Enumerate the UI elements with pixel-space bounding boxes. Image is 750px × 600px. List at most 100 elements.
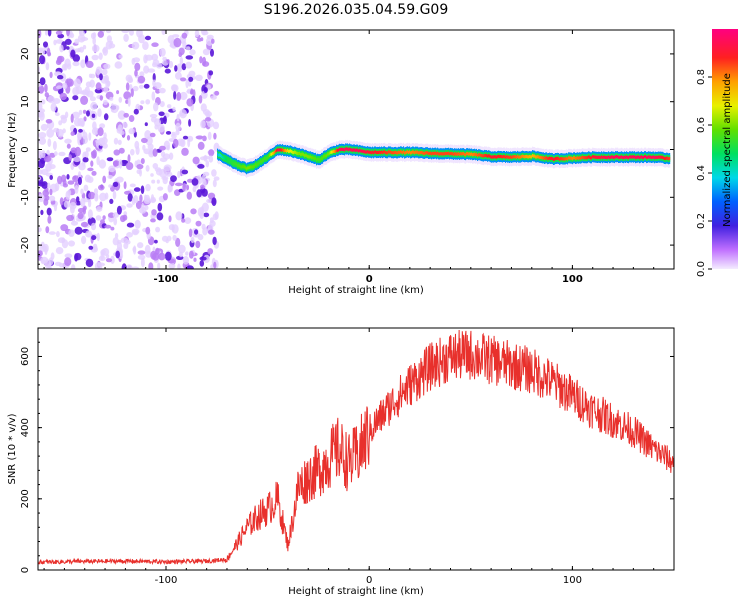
noise-speck — [189, 49, 196, 56]
ridge-band-core — [237, 164, 239, 168]
ridge-band-core — [436, 152, 438, 156]
noise-speck — [80, 37, 89, 41]
ridge-band-core — [302, 152, 304, 156]
noise-speck — [102, 175, 107, 184]
ridge-band-core — [590, 156, 592, 160]
ridge-band-core — [432, 151, 434, 155]
ridge-band-core — [424, 151, 426, 155]
ridge-band-core — [610, 155, 612, 159]
ridge-band-core — [649, 155, 651, 159]
ridge-band-core — [474, 152, 476, 156]
ridge-band-core — [522, 154, 524, 158]
y-tick-label: 400 — [20, 418, 31, 437]
ridge-band-core — [651, 155, 653, 160]
ridge-band-core — [232, 161, 234, 165]
noise-speck — [123, 181, 127, 190]
ridge-band-core — [292, 150, 294, 154]
ridge-band-core — [470, 152, 472, 156]
noise-speck — [132, 230, 139, 236]
ridge-band-core — [241, 165, 243, 169]
ridge-band-core — [426, 151, 428, 155]
noise-speck — [77, 47, 82, 52]
noise-speck — [181, 169, 189, 175]
ridge-band-core — [658, 155, 660, 159]
ridge-band-core — [411, 151, 413, 155]
ridge-band-core — [311, 156, 313, 160]
ridge-band-core — [354, 148, 356, 152]
noise-speck — [157, 186, 164, 191]
ridge-band-core — [324, 154, 326, 158]
ridge-band-core — [288, 149, 290, 153]
ridge-band-core — [243, 165, 245, 169]
ridge-band-core — [569, 156, 571, 160]
ridge-band-core — [640, 155, 642, 159]
noise-speck — [62, 82, 68, 90]
noise-speck — [106, 35, 112, 43]
noise-speck — [57, 75, 64, 80]
ridge-band-core — [276, 149, 278, 153]
ridge-band-core — [525, 155, 527, 159]
ridge-band-core — [652, 155, 654, 159]
ridge-band-core — [317, 157, 319, 161]
ridge-band-core — [621, 155, 623, 159]
noise-speck — [206, 198, 212, 204]
noise-speck — [59, 197, 64, 206]
ridge-band-core — [231, 160, 233, 164]
ridge-band-core — [369, 150, 371, 154]
ridge-band-core — [517, 154, 519, 158]
noise-speck — [56, 55, 63, 64]
ridge-band-core — [603, 155, 605, 159]
noise-speckle-region — [38, 30, 220, 269]
colorbar-gradient — [712, 29, 738, 269]
noise-speck — [40, 259, 46, 265]
noise-speck — [58, 262, 64, 268]
frequency-ridge — [217, 139, 671, 178]
noise-speck — [68, 154, 73, 161]
noise-speck — [193, 257, 197, 262]
noise-speck — [194, 30, 200, 38]
ridge-band-core — [247, 166, 249, 170]
noise-speck — [208, 149, 215, 157]
noise-speck — [82, 207, 87, 215]
noise-speck — [44, 83, 48, 93]
noise-speck — [46, 47, 51, 57]
noise-speck — [163, 115, 167, 125]
ridge-band-core — [446, 152, 448, 156]
ridge-band-core — [412, 150, 414, 154]
noise-speck — [95, 215, 102, 221]
ridge-band-core — [593, 155, 595, 159]
ridge-band-core — [312, 156, 314, 160]
ridge-band-core — [392, 151, 394, 155]
noise-speck — [99, 123, 106, 129]
ridge-band-core — [262, 159, 264, 163]
noise-speck — [113, 217, 118, 226]
ridge-band-core — [499, 155, 501, 159]
noise-speck — [108, 184, 112, 188]
noise-speck — [164, 68, 171, 74]
noise-speck — [200, 37, 204, 42]
ridge-band-core — [504, 154, 506, 159]
ridge-band-core — [533, 154, 535, 158]
ridge-band-core — [230, 159, 232, 163]
ridge-band-core — [490, 155, 492, 159]
ridge-band-core — [437, 151, 439, 155]
noise-speck — [140, 100, 145, 105]
noise-speck — [195, 240, 201, 249]
noise-speck — [154, 167, 162, 173]
noise-speck — [197, 164, 205, 169]
noise-speck — [161, 30, 166, 35]
noise-speck — [135, 200, 142, 210]
noise-speck — [88, 73, 93, 79]
ridge-band-core — [271, 152, 273, 156]
ridge-band-core — [512, 155, 514, 159]
noise-speck — [66, 78, 74, 87]
ridge-band-core — [374, 150, 376, 154]
ridge-band-core — [362, 149, 364, 153]
noise-speck — [178, 52, 183, 58]
ridge-band-core — [332, 150, 334, 154]
noise-speck — [38, 181, 46, 187]
noise-speck — [72, 111, 80, 119]
noise-speck — [197, 141, 205, 150]
